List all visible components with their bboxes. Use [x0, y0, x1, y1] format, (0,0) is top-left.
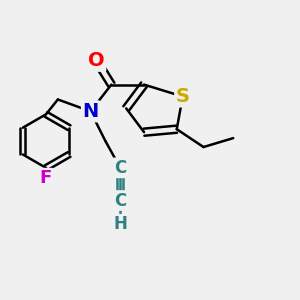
Text: H: H: [113, 215, 127, 233]
Text: O: O: [88, 51, 105, 70]
Text: C: C: [114, 191, 126, 209]
Text: C: C: [114, 159, 126, 177]
Text: N: N: [82, 102, 99, 121]
Text: S: S: [176, 87, 190, 106]
Text: F: F: [40, 169, 52, 187]
